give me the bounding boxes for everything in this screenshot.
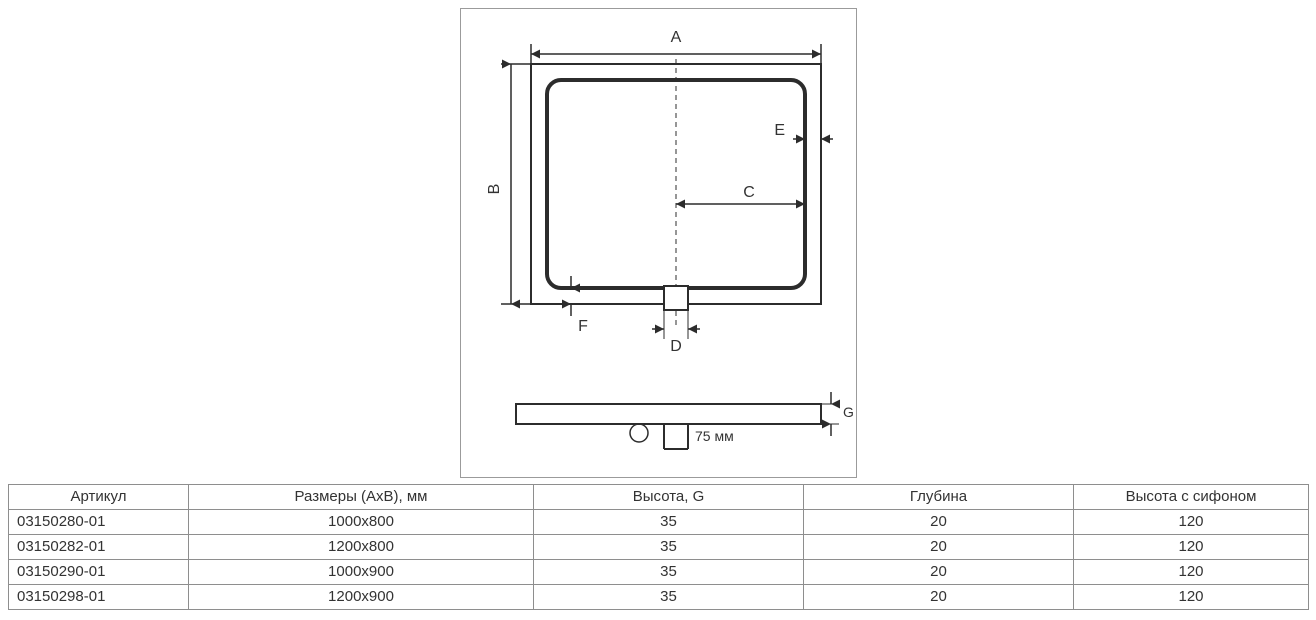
table-cell: 03150298-01: [9, 585, 189, 610]
table-row: 03150298-011200x9003520120: [9, 585, 1309, 610]
spec-col-header: Глубина: [804, 485, 1074, 510]
table-row: 03150280-011000x8003520120: [9, 510, 1309, 535]
spec-col-header: Артикул: [9, 485, 189, 510]
table-cell: 120: [1074, 510, 1309, 535]
dim-label-f: F: [578, 318, 588, 335]
drain-depth-label: 75 мм: [695, 428, 734, 444]
table-cell: 120: [1074, 560, 1309, 585]
dim-label-d: D: [670, 338, 682, 355]
table-cell: 120: [1074, 585, 1309, 610]
table-cell: 35: [534, 560, 804, 585]
table-cell: 120: [1074, 535, 1309, 560]
dim-label-b: B: [486, 184, 503, 195]
dim-label-a: A: [671, 29, 682, 46]
dim-label-e: E: [774, 122, 785, 139]
spec-col-header: Высота, G: [534, 485, 804, 510]
table-cell: 1000x900: [189, 560, 534, 585]
diagram-frame: A B C E F D: [460, 8, 857, 478]
table-cell: 35: [534, 585, 804, 610]
spec-col-header: Размеры (АхВ), мм: [189, 485, 534, 510]
table-cell: 03150280-01: [9, 510, 189, 535]
table-cell: 1200x800: [189, 535, 534, 560]
technical-diagram: A B C E F D: [461, 9, 856, 477]
spec-table: АртикулРазмеры (АхВ), ммВысота, GГлубина…: [8, 484, 1309, 610]
table-row: 03150290-011000x9003520120: [9, 560, 1309, 585]
spec-col-header: Высота с сифоном: [1074, 485, 1309, 510]
table-cell: 20: [804, 560, 1074, 585]
table-cell: 20: [804, 585, 1074, 610]
table-cell: 35: [534, 535, 804, 560]
table-cell: 35: [534, 510, 804, 535]
spec-body: 03150280-011000x800352012003150282-01120…: [9, 510, 1309, 610]
table-cell: 20: [804, 510, 1074, 535]
spec-header-row: АртикулРазмеры (АхВ), ммВысота, GГлубина…: [9, 485, 1309, 510]
table-row: 03150282-011200x8003520120: [9, 535, 1309, 560]
table-cell: 03150290-01: [9, 560, 189, 585]
dim-label-c: C: [743, 184, 755, 201]
table-cell: 1200x900: [189, 585, 534, 610]
dim-label-g: G: [843, 404, 854, 420]
table-cell: 20: [804, 535, 1074, 560]
table-cell: 1000x800: [189, 510, 534, 535]
table-cell: 03150282-01: [9, 535, 189, 560]
page: A B C E F D: [0, 0, 1316, 620]
